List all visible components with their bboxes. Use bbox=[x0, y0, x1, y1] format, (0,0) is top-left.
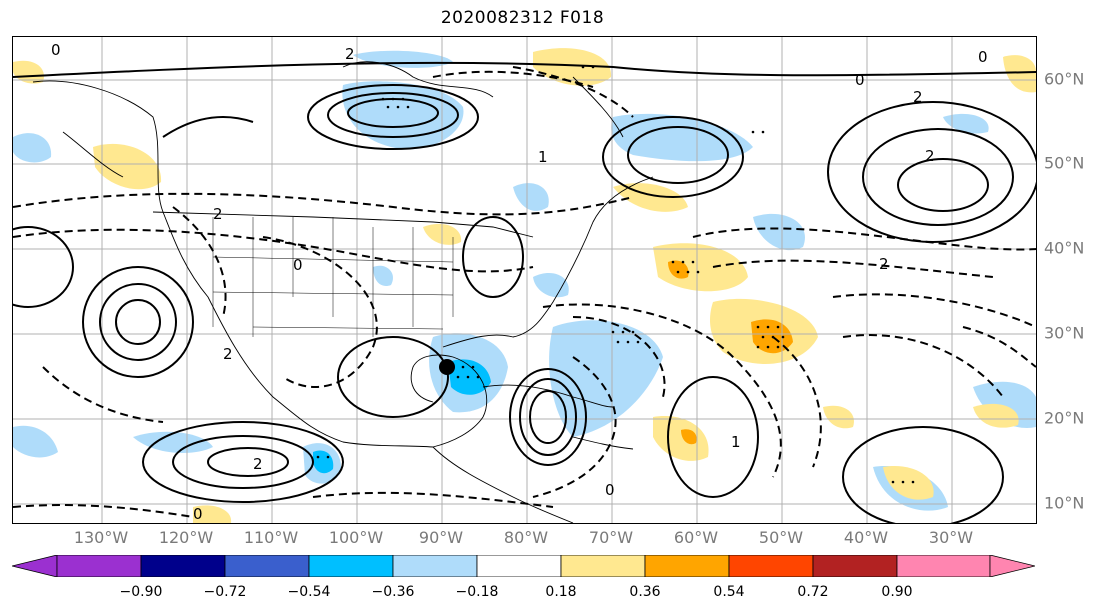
state-borders bbox=[212, 217, 454, 337]
solid-contours bbox=[13, 61, 1036, 523]
contour-label: 1 bbox=[731, 433, 741, 451]
contour-label: 2 bbox=[925, 147, 935, 165]
lon-label: 30°W bbox=[928, 528, 974, 547]
map-panel: 0 2 1 0 2 0 2 2 2 0 2 0 1 2 0 bbox=[12, 36, 1037, 524]
storm-center-marker bbox=[439, 359, 455, 375]
contour-label: 0 bbox=[51, 41, 61, 59]
lon-label: 100°W bbox=[328, 528, 384, 547]
lon-label: 50°W bbox=[758, 528, 804, 547]
colorbar-tick: −0.90 bbox=[119, 584, 163, 600]
positive-anomaly-shading bbox=[13, 48, 1036, 523]
contour-label: 2 bbox=[913, 88, 923, 106]
colorbar-segment bbox=[12, 555, 58, 577]
colorbar-tick: 0.90 bbox=[881, 584, 913, 600]
colorbar-tick: −0.36 bbox=[371, 584, 415, 600]
contour-label: 0 bbox=[193, 505, 203, 523]
colorbar bbox=[12, 555, 1035, 577]
lat-label: 20°N bbox=[1044, 408, 1085, 428]
lat-label: 40°N bbox=[1044, 238, 1085, 258]
colorbar-segment bbox=[140, 555, 226, 577]
lon-label: 110°W bbox=[243, 528, 299, 547]
significance-stippling bbox=[316, 65, 915, 484]
map-canvas: 0 2 1 0 2 0 2 2 2 0 2 0 1 2 0 bbox=[13, 37, 1036, 523]
lon-label: 80°W bbox=[503, 528, 549, 547]
lat-label: 60°N bbox=[1044, 69, 1085, 89]
colorbar-tick: −0.18 bbox=[455, 584, 499, 600]
lat-label: 50°N bbox=[1044, 153, 1085, 173]
colorbar-segment bbox=[989, 555, 1035, 577]
colorbar-segment bbox=[56, 555, 142, 577]
colorbar-segment bbox=[644, 555, 730, 577]
lat-label: 30°N bbox=[1044, 323, 1085, 343]
colorbar-segment bbox=[812, 555, 898, 577]
lon-label: 60°W bbox=[673, 528, 719, 547]
lon-label: 130°W bbox=[73, 528, 129, 547]
contour-label: 0 bbox=[855, 71, 865, 89]
contour-label: 2 bbox=[345, 45, 355, 63]
colorbar-segment bbox=[392, 555, 478, 577]
map-title: 2020082312 F018 bbox=[440, 8, 605, 28]
lon-label: 90°W bbox=[418, 528, 464, 547]
colorbar-segment bbox=[896, 555, 991, 577]
colorbar-tick: 0.36 bbox=[629, 584, 661, 600]
lon-label: 40°W bbox=[843, 528, 889, 547]
contour-label: 2 bbox=[253, 455, 263, 473]
longitude-axis: 130°W 120°W 110°W 100°W 90°W 80°W 70°W 6… bbox=[0, 528, 1105, 550]
lon-label: 70°W bbox=[588, 528, 634, 547]
contour-label: 1 bbox=[538, 148, 548, 166]
colorbar-segment bbox=[560, 555, 646, 577]
contour-label: 2 bbox=[879, 255, 889, 273]
contour-label: 2 bbox=[223, 345, 233, 363]
colorbar-tick: −0.54 bbox=[287, 584, 331, 600]
colorbar-tick: 0.18 bbox=[545, 584, 577, 600]
colorbar-tick: −0.72 bbox=[203, 584, 247, 600]
contour-labels: 0 2 1 0 2 0 2 2 2 0 2 0 1 2 0 bbox=[51, 41, 988, 523]
colorbar-segment bbox=[476, 555, 562, 577]
contour-label: 2 bbox=[213, 205, 223, 223]
colorbar-tick: 0.54 bbox=[713, 584, 745, 600]
contour-label: 0 bbox=[978, 48, 988, 66]
lat-label: 10°N bbox=[1044, 493, 1085, 513]
negative-anomaly-shading bbox=[13, 50, 1036, 511]
contour-label: 0 bbox=[293, 256, 303, 274]
contour-label: 0 bbox=[605, 481, 615, 499]
colorbar-tick: 0.72 bbox=[797, 584, 829, 600]
colorbar-segment bbox=[728, 555, 814, 577]
dashed-contours bbox=[13, 66, 1036, 518]
lon-label: 120°W bbox=[158, 528, 214, 547]
colorbar-segment bbox=[224, 555, 310, 577]
colorbar-segment bbox=[308, 555, 394, 577]
